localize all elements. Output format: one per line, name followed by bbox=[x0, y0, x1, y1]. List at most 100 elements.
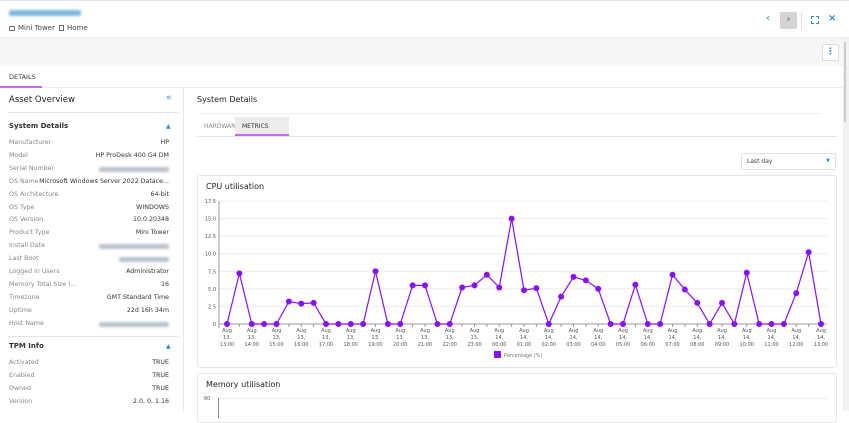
detail-row: OS Version 10.0.20348 bbox=[9, 216, 169, 223]
double-chevron-left-icon[interactable]: « bbox=[166, 93, 172, 103]
x-tick-label: 23:00 bbox=[467, 342, 481, 348]
detail-row: Product Type Mini Tower bbox=[9, 229, 169, 236]
data-point bbox=[434, 321, 441, 327]
chevron-right-icon[interactable]: › bbox=[780, 12, 797, 29]
page-tabs: DETAILS bbox=[0, 66, 843, 88]
data-point bbox=[780, 321, 787, 327]
x-tick-label: Aug bbox=[643, 328, 653, 334]
data-point bbox=[372, 268, 379, 275]
chevron-up-icon[interactable]: ▲ bbox=[166, 343, 171, 350]
detail-value: HP bbox=[160, 139, 169, 146]
data-point bbox=[248, 321, 255, 327]
main-title: System Details bbox=[197, 95, 258, 104]
x-tick-label: 14, bbox=[520, 335, 528, 341]
x-tick-label: 14, bbox=[817, 335, 825, 341]
scrollbar[interactable] bbox=[843, 38, 849, 411]
chevron-up-icon[interactable]: ▲ bbox=[166, 123, 171, 130]
detail-row: Memory Total Size (... 16 bbox=[9, 281, 169, 288]
chart-title: Memory utilisation bbox=[206, 380, 281, 389]
detail-label: Install Date bbox=[9, 242, 46, 250]
expand-icon[interactable] bbox=[811, 16, 819, 24]
detail-row: Model HP ProDesk 400 G4 DM bbox=[9, 152, 169, 159]
x-tick-label: Aug bbox=[519, 328, 529, 334]
x-tick-label: Aug bbox=[222, 328, 232, 334]
data-point bbox=[545, 321, 552, 327]
data-point bbox=[533, 285, 540, 292]
close-icon[interactable]: × bbox=[828, 13, 837, 24]
y-axis bbox=[218, 398, 219, 418]
detail-value: 22d 16h 34m bbox=[126, 306, 169, 314]
range-select[interactable]: Last day ▼ bbox=[741, 153, 836, 170]
detail-row: OS Name Microsoft Windows Server 2022 Dat… bbox=[9, 178, 169, 185]
data-point bbox=[521, 287, 527, 294]
redacted-value bbox=[99, 244, 169, 250]
data-point bbox=[323, 321, 329, 327]
x-tick-label: 14, bbox=[619, 335, 627, 341]
tab-details[interactable]: DETAILS bbox=[0, 66, 42, 88]
breadcrumb-home[interactable]: Home bbox=[59, 24, 88, 32]
redacted-value bbox=[119, 257, 169, 263]
divider bbox=[197, 136, 837, 137]
data-point bbox=[694, 299, 701, 306]
x-tick-label: 14, bbox=[743, 335, 751, 341]
x-tick-label: 13, bbox=[421, 335, 429, 341]
x-tick-label: 13:00 bbox=[814, 342, 828, 348]
x-tick-label: 14, bbox=[644, 335, 652, 341]
x-tick-label: 16:00 bbox=[294, 342, 308, 348]
detail-label: Host Name bbox=[9, 319, 44, 327]
x-tick-label: Aug bbox=[420, 328, 430, 334]
x-tick-label: Aug bbox=[272, 328, 282, 334]
x-tick-label: Aug bbox=[247, 328, 257, 334]
tab-metrics[interactable]: METRICS bbox=[235, 117, 289, 136]
tab-hardware[interactable]: HARDWARE bbox=[204, 123, 240, 130]
detail-label: Logged in Users bbox=[9, 268, 60, 275]
chevron-left-icon[interactable]: ‹ bbox=[766, 13, 770, 24]
x-tick-label: 13, bbox=[223, 335, 231, 341]
data-point bbox=[632, 281, 639, 288]
detail-label: Product Type bbox=[9, 229, 50, 237]
detail-label: Timezone bbox=[9, 293, 40, 301]
section-system-details[interactable]: System Details bbox=[9, 122, 69, 130]
x-tick-label: 14, bbox=[669, 335, 677, 341]
detail-value: TRUE bbox=[152, 385, 169, 392]
detail-value: Microsoft Windows Server 2022 Datace... bbox=[39, 177, 169, 185]
x-tick-label: 13, bbox=[248, 335, 256, 341]
y-tick-label: 17.5 bbox=[205, 199, 216, 205]
memory-chart-card: Memory utilisation 60 bbox=[197, 373, 837, 423]
breadcrumb-mini-tower[interactable]: Mini Tower bbox=[9, 24, 55, 32]
detail-value: HP ProDesk 400 G4 DM bbox=[95, 151, 169, 159]
x-tick-label: 15:00 bbox=[269, 342, 283, 348]
detail-label: Owned bbox=[9, 385, 31, 392]
data-point bbox=[224, 321, 230, 327]
data-point bbox=[285, 298, 292, 305]
detail-row: Timezone GMT Standard Time bbox=[9, 294, 169, 301]
x-tick-label: Aug bbox=[791, 328, 801, 334]
data-point bbox=[706, 321, 713, 327]
panel-title: Asset Overview bbox=[9, 95, 75, 105]
detail-row: Host Name bbox=[9, 320, 169, 327]
cpu-chart-card: CPU utilisation 0 2.5 5.0 7.5 10.0 12.5 15.0 17… bbox=[197, 175, 837, 368]
x-tick-label: 13, bbox=[396, 335, 404, 341]
data-point bbox=[743, 269, 750, 276]
data-point bbox=[496, 284, 503, 291]
data-point bbox=[719, 299, 725, 306]
x-tick-label: 06:00 bbox=[641, 342, 655, 348]
x-tick-label: 14, bbox=[545, 335, 553, 341]
detail-label: Serial Number bbox=[9, 164, 55, 172]
x-tick-label: 14, bbox=[693, 335, 701, 341]
data-point bbox=[681, 286, 688, 293]
section-tpm-info[interactable]: TPM Info bbox=[9, 342, 44, 350]
data-point bbox=[273, 321, 280, 327]
x-tick-label: 03:00 bbox=[566, 342, 580, 348]
kebab-menu-icon[interactable]: ⋮ bbox=[822, 44, 839, 61]
redacted-value bbox=[99, 166, 169, 172]
detail-row: Manufacturer HP bbox=[9, 139, 169, 146]
x-tick-label: 13, bbox=[322, 335, 330, 341]
cpu-chart: 02.55.07.510.012.515.017.5Aug13,13:00Aug… bbox=[205, 199, 828, 359]
x-tick-label: 18:00 bbox=[344, 342, 358, 348]
x-tick-label: Aug bbox=[717, 328, 727, 334]
y-tick-label: 10.0 bbox=[205, 252, 216, 258]
data-point bbox=[471, 282, 478, 289]
x-tick-label: 12:00 bbox=[789, 342, 803, 348]
legend-swatch bbox=[494, 351, 501, 358]
